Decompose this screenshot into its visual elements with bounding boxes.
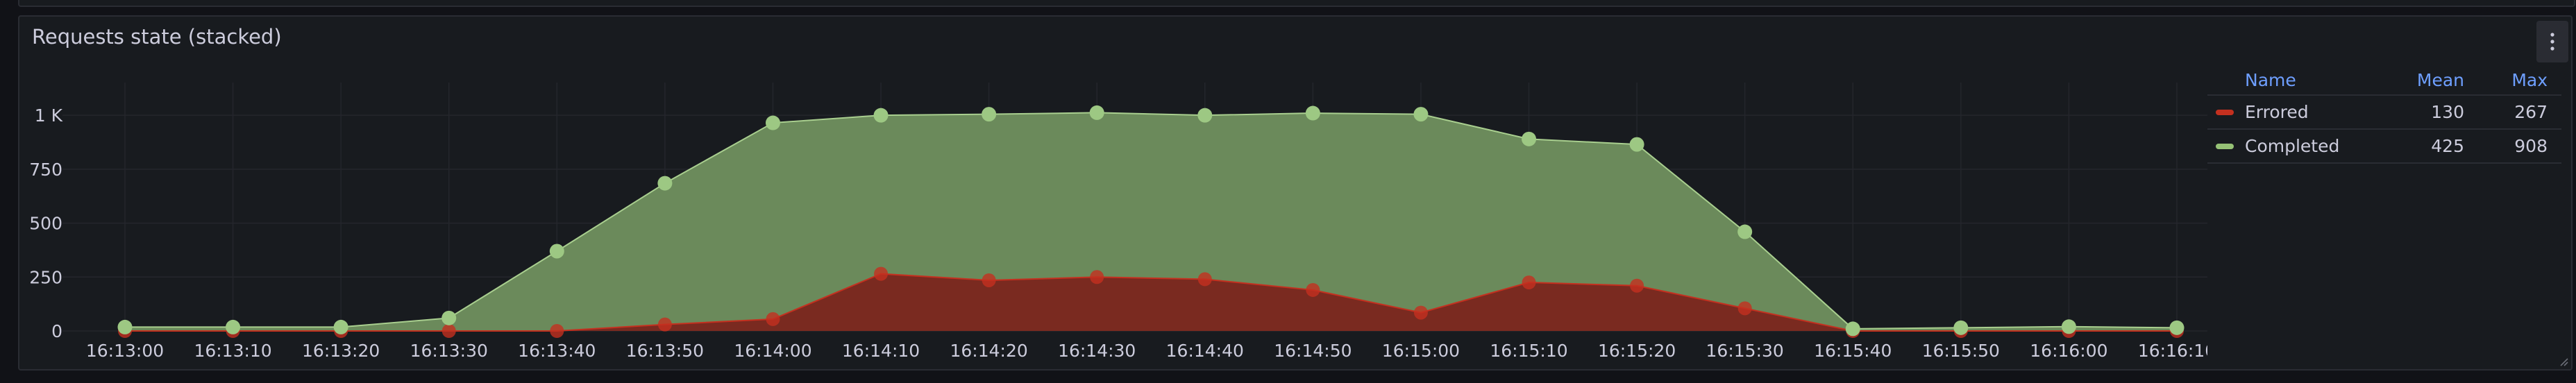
point-completed bbox=[441, 310, 457, 325]
point-completed bbox=[549, 244, 564, 259]
legend-row-completed[interactable]: Completed 425 908 bbox=[2207, 130, 2561, 164]
area-completed bbox=[125, 112, 2177, 332]
point-completed bbox=[657, 176, 673, 191]
y-tick-label: 750 bbox=[29, 160, 62, 180]
resize-handle-icon[interactable] bbox=[2559, 357, 2568, 366]
point-errored bbox=[1413, 305, 1428, 320]
point-completed bbox=[1629, 137, 1644, 152]
point-completed bbox=[2061, 319, 2076, 334]
requests-state-panel: Requests state (stacked) 0 250 500 750 1 K 16… bbox=[18, 15, 2573, 371]
x-tick-label: 16:16:00 bbox=[2030, 341, 2107, 361]
point-completed bbox=[226, 319, 241, 334]
panel-menu-button[interactable] bbox=[2536, 21, 2568, 62]
x-tick-label: 16:15:30 bbox=[1706, 341, 1784, 361]
point-completed bbox=[333, 319, 348, 334]
legend-mean-value: 425 bbox=[2431, 136, 2464, 156]
point-completed bbox=[117, 319, 133, 334]
point-errored bbox=[1197, 272, 1212, 287]
previous-panel-edge bbox=[18, 0, 2575, 7]
point-errored bbox=[982, 273, 996, 287]
x-tick-label: 16:14:30 bbox=[1058, 341, 1136, 361]
x-tick-label: 16:15:40 bbox=[1814, 341, 1892, 361]
x-tick-label: 16:13:30 bbox=[410, 341, 488, 361]
x-tick-label: 16:16:10 bbox=[2138, 341, 2207, 361]
point-completed bbox=[982, 107, 997, 122]
y-tick-label: 1 K bbox=[35, 105, 63, 126]
point-completed bbox=[1953, 320, 1969, 335]
legend-max-value: 267 bbox=[2514, 102, 2548, 122]
legend-swatch-errored bbox=[2216, 109, 2234, 115]
point-completed bbox=[1197, 108, 1213, 123]
point-completed bbox=[1845, 321, 1860, 337]
point-completed bbox=[873, 108, 889, 123]
stacked-area-chart[interactable]: 0 250 500 750 1 K 16:13:00 16:13:10 16:13:20 16:… bbox=[19, 17, 2207, 371]
point-completed bbox=[1413, 107, 1429, 122]
point-completed bbox=[1089, 105, 1104, 120]
point-completed bbox=[765, 115, 780, 130]
legend-swatch-completed bbox=[2216, 143, 2234, 149]
x-tick-label: 16:13:20 bbox=[302, 341, 380, 361]
y-tick-label: 500 bbox=[29, 214, 62, 234]
point-completed bbox=[1305, 105, 1320, 121]
x-tick-label: 16:15:20 bbox=[1598, 341, 1676, 361]
point-errored bbox=[1630, 278, 1644, 293]
legend-header-max[interactable]: Max bbox=[2511, 69, 2548, 90]
x-tick-label: 16:13:00 bbox=[86, 341, 164, 361]
x-tick-label: 16:15:10 bbox=[1490, 341, 1567, 361]
legend-header-row: Name Mean Max bbox=[2207, 65, 2561, 96]
point-errored bbox=[441, 324, 456, 338]
line-errored bbox=[125, 273, 2177, 332]
point-errored bbox=[1522, 275, 1536, 290]
y-tick-label: 0 bbox=[51, 321, 62, 341]
area-errored bbox=[125, 273, 2177, 331]
legend-row-errored[interactable]: Errored 130 267 bbox=[2207, 96, 2561, 130]
x-tick-label: 16:15:00 bbox=[1382, 341, 1460, 361]
point-errored bbox=[657, 317, 672, 332]
x-tick-label: 16:13:50 bbox=[626, 341, 704, 361]
point-errored bbox=[550, 324, 564, 338]
point-errored bbox=[1090, 270, 1104, 284]
x-tick-label: 16:13:40 bbox=[518, 341, 596, 361]
legend-header-name[interactable]: Name bbox=[2245, 69, 2296, 90]
x-tick-label: 16:14:00 bbox=[734, 341, 811, 361]
point-completed bbox=[1522, 131, 1537, 146]
legend-series-name[interactable]: Completed bbox=[2245, 136, 2340, 156]
point-completed bbox=[2169, 320, 2184, 335]
point-errored bbox=[766, 312, 780, 326]
legend-series-name[interactable]: Errored bbox=[2245, 102, 2309, 122]
x-tick-label: 16:13:10 bbox=[194, 341, 271, 361]
legend-table: Name Mean Max Errored 130 267 Completed … bbox=[2207, 65, 2561, 164]
x-tick-label: 16:14:10 bbox=[842, 341, 920, 361]
legend-mean-value: 130 bbox=[2431, 102, 2464, 122]
x-tick-label: 16:14:50 bbox=[1274, 341, 1352, 361]
point-errored bbox=[874, 266, 889, 281]
point-errored bbox=[1306, 282, 1320, 297]
x-tick-label: 16:14:40 bbox=[1166, 341, 1244, 361]
legend-max-value: 908 bbox=[2514, 136, 2548, 156]
line-completed bbox=[125, 112, 2178, 330]
y-tick-label: 250 bbox=[29, 267, 62, 287]
point-completed bbox=[1737, 224, 1753, 239]
x-tick-label: 16:14:20 bbox=[950, 341, 1027, 361]
point-errored bbox=[1737, 301, 1752, 316]
x-tick-label: 16:15:50 bbox=[1922, 341, 2000, 361]
kebab-menu-icon bbox=[2550, 33, 2554, 51]
legend-header-mean[interactable]: Mean bbox=[2416, 69, 2464, 90]
panel-title: Requests state (stacked) bbox=[32, 25, 282, 49]
